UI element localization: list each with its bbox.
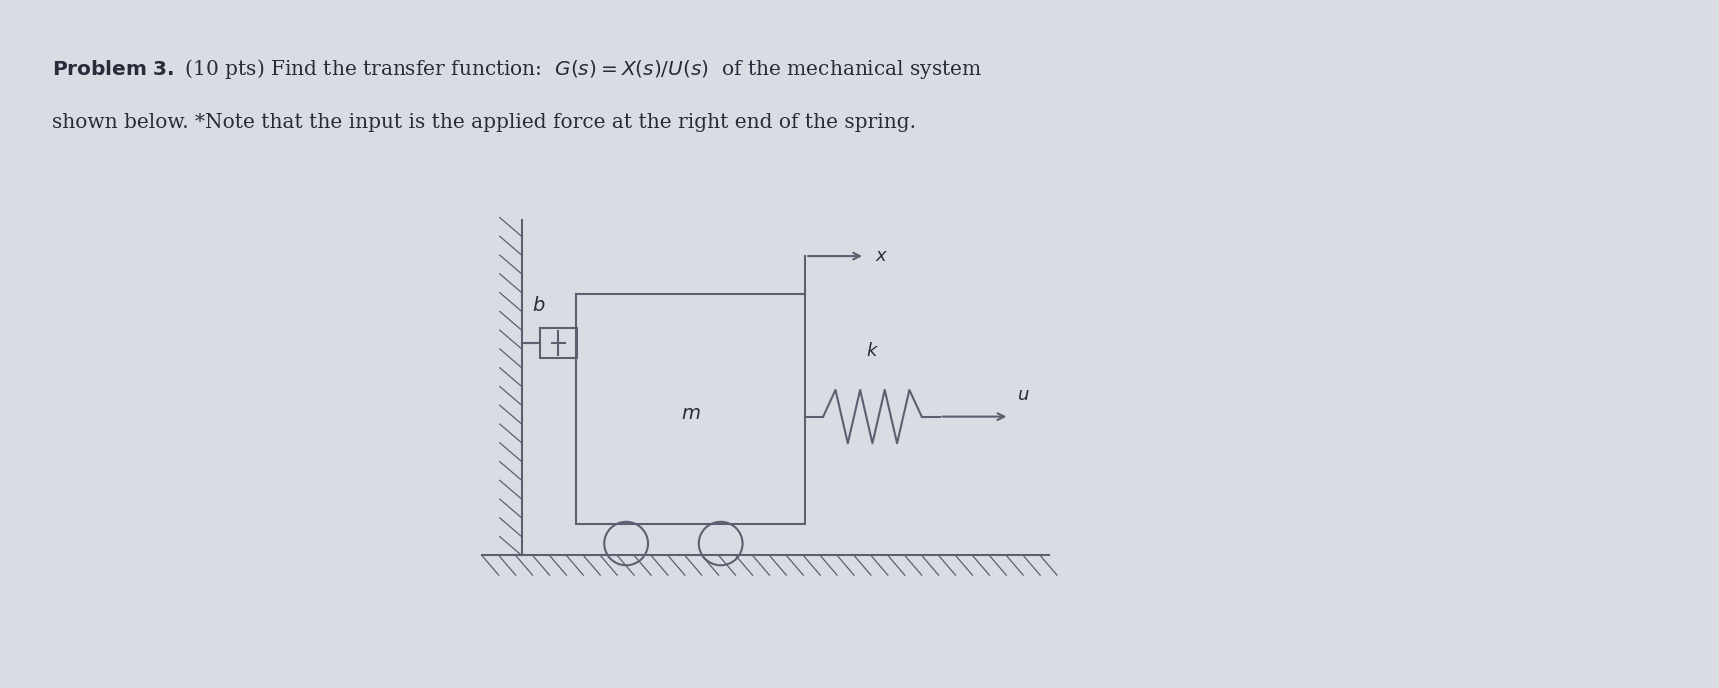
Bar [576, 294, 804, 524]
Text: $k$: $k$ [866, 343, 878, 361]
Text: shown below. *Note that the input is the applied force at the right end of the s: shown below. *Note that the input is the… [52, 113, 916, 132]
Text: $b$: $b$ [533, 297, 547, 315]
Text: $x$: $x$ [875, 247, 889, 265]
Text: $\mathbf{Problem\ 3.}$ (10 pts) Find the transfer function:  $G(s) = X(s)/U(s)$ : $\mathbf{Problem\ 3.}$ (10 pts) Find the… [52, 56, 982, 80]
Text: $u$: $u$ [1018, 386, 1030, 404]
Bar [540, 328, 578, 358]
Text: $m$: $m$ [681, 405, 701, 422]
